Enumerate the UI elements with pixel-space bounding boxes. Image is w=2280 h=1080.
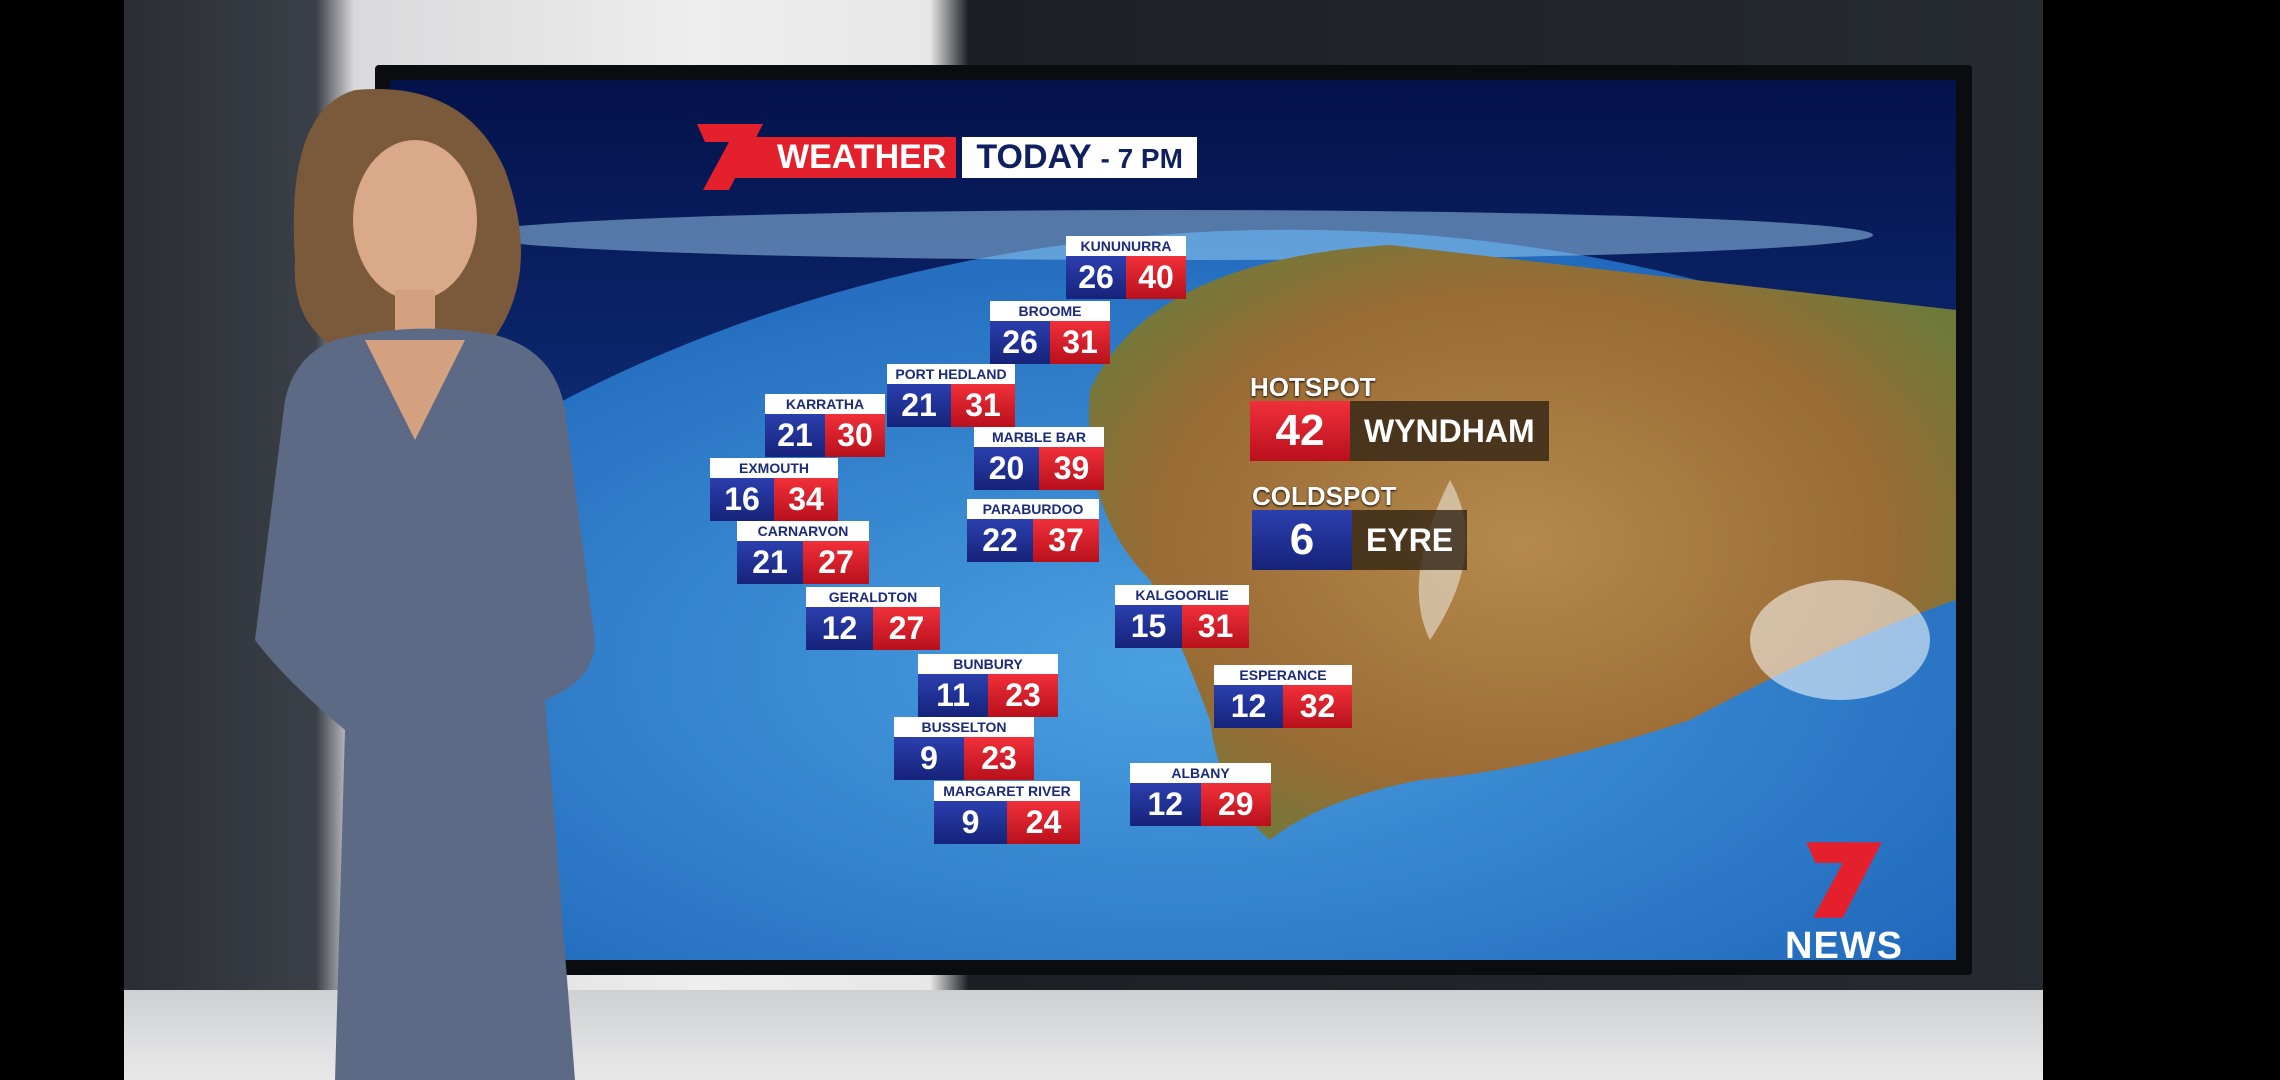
- city-name: ESPERANCE: [1214, 665, 1352, 685]
- weather-header: WEATHER TODAY - 7 PM: [695, 124, 1197, 190]
- min-temp: 20: [974, 447, 1039, 490]
- title: TODAY: [976, 137, 1092, 176]
- city-forecast: KUNUNURRA 26 40: [1066, 236, 1186, 299]
- city-name: BUNBURY: [918, 654, 1058, 674]
- max-temp: 23: [964, 737, 1034, 780]
- presenter: [255, 89, 595, 1080]
- max-temp: 27: [803, 541, 869, 584]
- city-name: MARBLE BAR: [974, 427, 1104, 447]
- min-temp: 26: [1066, 256, 1126, 299]
- max-temp: 32: [1283, 685, 1352, 728]
- city-name: CARNARVON: [737, 521, 869, 541]
- min-temp: 21: [737, 541, 803, 584]
- seven-logo-icon: [1806, 842, 1882, 918]
- city-name: KARRATHA: [765, 394, 885, 414]
- city-forecast: KALGOORLIE 15 31: [1115, 585, 1249, 648]
- hotspot-box: 42 WYNDHAM: [1250, 401, 1549, 461]
- max-temp: 29: [1200, 783, 1271, 826]
- weather-label: WEATHER: [735, 136, 957, 178]
- max-temp: 34: [774, 478, 838, 521]
- city-forecast: CARNARVON 21 27: [737, 521, 869, 584]
- city-forecast: GERALDTON 12 27: [806, 587, 940, 650]
- city-name: ALBANY: [1130, 763, 1271, 783]
- hotspot-value: 42: [1250, 401, 1350, 461]
- min-temp: 16: [710, 478, 774, 521]
- city-name: EXMOUTH: [710, 458, 838, 478]
- hotspot-label: HOTSPOT: [1250, 372, 1376, 402]
- coldspot-label: COLDSPOT: [1252, 481, 1397, 511]
- max-temp: 31: [1182, 605, 1249, 648]
- news-text: NEWS: [1785, 925, 1903, 960]
- seven-news-logo: NEWS: [1759, 840, 1929, 960]
- city-forecast: BUSSELTON 9 23: [894, 717, 1034, 780]
- max-temp: 30: [825, 414, 885, 457]
- city-forecast: BROOME 26 31: [990, 301, 1110, 364]
- city-forecast: ESPERANCE 12 32: [1214, 665, 1352, 728]
- max-temp: 24: [1007, 801, 1080, 844]
- weather-map: WEATHER TODAY - 7 PM KUNUNURRA 26 40 BROOME…: [390, 80, 1956, 960]
- city-forecast: KARRATHA 21 30: [765, 394, 885, 457]
- city-forecast: MARGARET RIVER 9 24: [934, 781, 1080, 844]
- min-temp: 21: [765, 414, 825, 457]
- hotspot-place: WYNDHAM: [1350, 401, 1549, 461]
- max-temp: 37: [1033, 519, 1099, 562]
- city-forecast: MARBLE BAR 20 39: [974, 427, 1104, 490]
- max-temp: 31: [951, 384, 1015, 427]
- min-temp: 15: [1115, 605, 1182, 648]
- city-forecast: PARABURDOO 22 37: [967, 499, 1099, 562]
- city-forecast: PORT HEDLAND 21 31: [887, 364, 1015, 427]
- min-temp: 12: [1130, 783, 1201, 826]
- max-temp: 40: [1126, 256, 1186, 299]
- max-temp: 39: [1039, 447, 1104, 490]
- city-name: BROOME: [990, 301, 1110, 321]
- min-temp: 9: [894, 737, 964, 780]
- city-forecast: BUNBURY 11 23: [918, 654, 1058, 717]
- coldspot-box: 6 EYRE: [1252, 510, 1468, 570]
- min-temp: 12: [806, 607, 873, 650]
- city-name: KALGOORLIE: [1115, 585, 1249, 605]
- time: - 7 PM: [1100, 142, 1183, 174]
- city-forecast: ALBANY 12 29: [1130, 763, 1271, 826]
- city-name: KUNUNURRA: [1066, 236, 1186, 256]
- min-temp: 9: [934, 801, 1007, 844]
- seven-logo-icon: [697, 124, 763, 190]
- max-temp: 27: [873, 607, 940, 650]
- today-label: TODAY - 7 PM: [962, 136, 1197, 178]
- coldspot-value: 6: [1252, 510, 1352, 570]
- city-name: PORT HEDLAND: [887, 364, 1015, 384]
- min-temp: 21: [887, 384, 951, 427]
- min-temp: 12: [1214, 685, 1283, 728]
- city-name: GERALDTON: [806, 587, 940, 607]
- max-temp: 31: [1050, 321, 1110, 364]
- city-name: PARABURDOO: [967, 499, 1099, 519]
- coldspot-place: EYRE: [1352, 510, 1468, 570]
- min-temp: 26: [990, 321, 1050, 364]
- city-forecast: EXMOUTH 16 34: [710, 458, 838, 521]
- min-temp: 22: [967, 519, 1033, 562]
- max-temp: 23: [988, 674, 1058, 717]
- min-temp: 11: [918, 674, 988, 717]
- city-name: BUSSELTON: [894, 717, 1034, 737]
- city-name: MARGARET RIVER: [934, 781, 1080, 801]
